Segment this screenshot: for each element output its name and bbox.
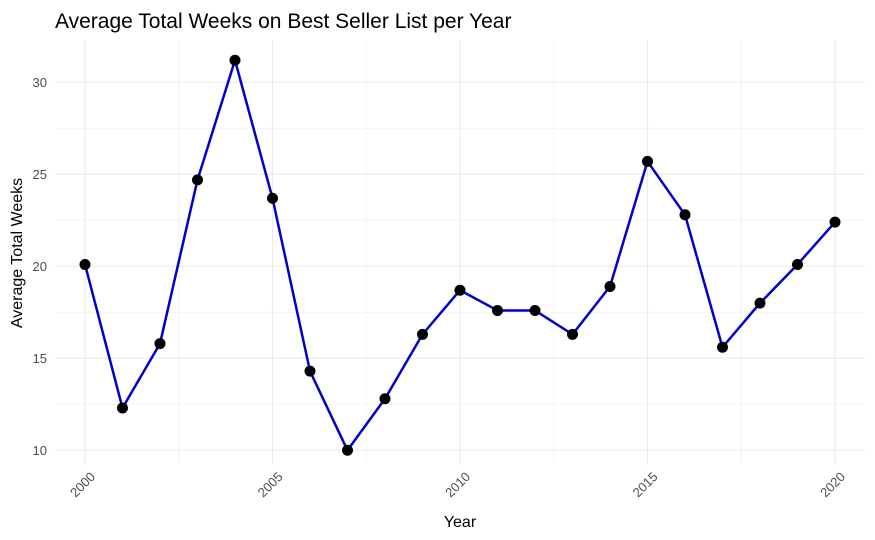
data-point: [192, 174, 203, 186]
data-point: [792, 258, 803, 270]
data-point: [79, 258, 91, 270]
data-point: [567, 328, 578, 340]
data-point: [642, 155, 653, 167]
x-tick-label: 2005: [255, 469, 286, 500]
data-point: [679, 209, 691, 221]
x-tick-label: 2000: [67, 469, 98, 500]
y-tick-label: 25: [33, 167, 47, 182]
data-point: [267, 192, 278, 204]
y-axis-title: Average Total Weeks: [9, 178, 26, 328]
data-point: [304, 365, 316, 377]
data-point: [717, 341, 728, 353]
chart-title: Average Total Weeks on Best Seller List …: [55, 10, 511, 33]
data-point: [529, 304, 541, 316]
data-point: [604, 281, 616, 293]
x-tick-label: 2020: [817, 469, 848, 500]
y-tick-label: 20: [33, 259, 47, 274]
grid-lines: [55, 40, 865, 465]
data-point: [454, 284, 466, 296]
x-axis-title: Year: [444, 514, 477, 531]
y-tick-label: 15: [33, 351, 47, 366]
data-point: [754, 297, 766, 309]
data-point: [342, 444, 353, 456]
data-point: [154, 338, 166, 350]
y-tick-label: 30: [33, 75, 47, 90]
series-points: [79, 54, 841, 456]
x-tick-label: 2010: [442, 469, 473, 500]
data-point: [229, 54, 241, 66]
data-point: [117, 402, 128, 414]
data-point: [417, 328, 428, 340]
data-point: [492, 304, 503, 316]
y-axis-ticks: 10 15 20 25 30: [33, 75, 47, 458]
x-tick-label: 2015: [630, 469, 661, 500]
y-tick-label: 10: [33, 443, 47, 458]
x-axis-ticks: 2000 2005 2010 2015 2020: [67, 469, 848, 500]
data-point: [829, 216, 841, 228]
data-point: [379, 393, 391, 405]
